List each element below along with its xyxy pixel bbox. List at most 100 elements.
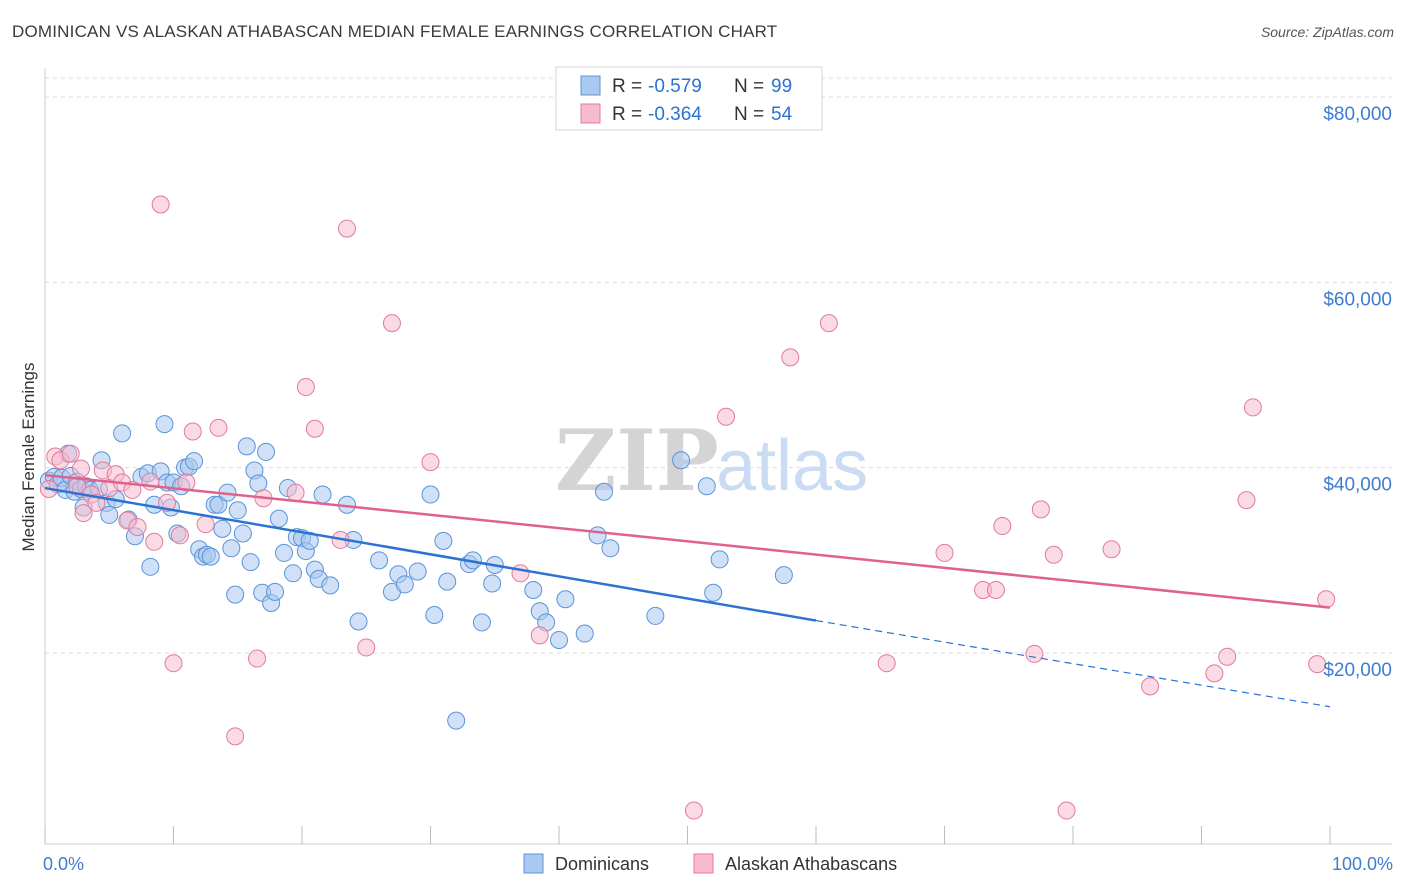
dominicans-point <box>395 575 414 594</box>
dominicans-point <box>774 566 793 585</box>
athabascans-point <box>296 378 315 397</box>
y-tick-label: $20,000 <box>1323 660 1392 681</box>
dominicans-point <box>228 501 247 520</box>
dominicans-point <box>550 631 568 650</box>
athabascans-point <box>382 314 401 333</box>
r-value-1: -0.579 <box>648 76 702 97</box>
dominicans-point <box>697 477 716 496</box>
n-value-2: 54 <box>771 104 793 125</box>
dominicans-point <box>483 574 502 593</box>
dominicans-point <box>370 551 389 570</box>
dominicans-point <box>646 606 665 625</box>
athabascans-point <box>145 532 164 551</box>
watermark-zip: ZIP <box>555 411 719 510</box>
athabascans-point <box>1218 647 1237 666</box>
dominicans-point <box>313 485 332 504</box>
dominicans-point <box>185 452 204 471</box>
y-tick-label: $40,000 <box>1323 475 1392 496</box>
dominicans-point <box>472 613 491 632</box>
r-label-2: R = <box>612 104 642 125</box>
source-label: Source: ZipAtlas.com <box>1260 24 1394 40</box>
dominicans-trend-extension <box>815 619 1331 708</box>
athabascans-point <box>74 504 93 523</box>
athabascans-point <box>1308 655 1327 674</box>
athabascans-point <box>164 654 183 673</box>
athabascans-point <box>781 348 800 367</box>
athabascans-point <box>877 654 896 673</box>
dominicans-point <box>233 524 252 543</box>
athabascans-point <box>151 195 170 214</box>
dominicans-point <box>438 572 457 591</box>
athabascans-point <box>530 626 549 645</box>
athabascans-point <box>986 580 1005 599</box>
athabascans-point <box>305 419 324 438</box>
athabascans-point <box>1044 545 1063 564</box>
athabascans-point <box>1205 664 1224 683</box>
chart-title: DOMINICAN VS ALASKAN ATHABASCAN MEDIAN F… <box>12 22 778 41</box>
correlation-legend: R = -0.579 N = 99 R = -0.364 N = 54 <box>555 66 823 131</box>
y-tick-label: $80,000 <box>1323 104 1392 125</box>
x-tick-label-max: 100.0% <box>1332 854 1393 874</box>
athabascans-point <box>1031 500 1050 519</box>
watermark-atlas: atlas <box>716 426 868 506</box>
dominicans-point <box>524 580 543 599</box>
n-value-1: 99 <box>771 76 792 97</box>
athabascans-point <box>170 526 189 545</box>
athabascans-point <box>128 517 147 536</box>
dominicans-point <box>321 576 340 595</box>
dominicans-point <box>275 543 294 562</box>
series-legend: Dominicans Alaskan Athabascans <box>523 853 897 874</box>
athabascans-point <box>819 314 838 333</box>
athabascans-point <box>1025 644 1044 663</box>
dominicans-points <box>39 415 793 730</box>
dominicans-point <box>201 547 220 566</box>
r-label-1: R = <box>612 76 642 97</box>
dominicans-point <box>588 526 607 545</box>
legend-athabascans-swatch <box>693 853 714 874</box>
r-value-2: -0.364 <box>648 104 702 125</box>
athabascans-point <box>684 801 703 820</box>
dominicans-swatch <box>580 75 601 96</box>
athabascans-point <box>1102 540 1121 559</box>
athabascans-point <box>935 543 954 562</box>
axes <box>44 68 1392 845</box>
athabascans-point <box>226 727 245 746</box>
x-tick-labels: 0.0% 100.0% <box>43 854 1393 874</box>
dominicans-point <box>155 415 174 434</box>
dominicans-point <box>209 495 228 514</box>
athabascans-point <box>1243 398 1262 417</box>
dominicans-point <box>237 437 256 456</box>
athabascans-trend-line <box>44 473 1331 609</box>
dominicans-trend-line <box>44 486 817 622</box>
dominicans-point <box>266 582 285 601</box>
dominicans-point <box>710 550 729 569</box>
athabascans-point <box>196 515 215 534</box>
y-axis-label: Median Female Earnings <box>19 363 38 552</box>
dominicans-point <box>408 562 427 581</box>
dominicans-point <box>213 519 232 538</box>
x-tick-label-min: 0.0% <box>43 854 84 874</box>
y-tick-labels: $20,000 $40,000 $60,000 $80,000 <box>1323 104 1392 681</box>
athabascans-point <box>61 444 80 463</box>
dominicans-point <box>425 606 444 625</box>
dominicans-point <box>222 539 241 558</box>
dominicans-point <box>556 590 575 609</box>
athabascans-point <box>1317 590 1336 609</box>
dominicans-point <box>672 451 691 470</box>
n-label-1: N = <box>734 76 764 97</box>
dominicans-point <box>141 557 160 576</box>
athabascans-point <box>209 418 228 437</box>
athabascans-point <box>993 517 1012 536</box>
dominicans-point <box>349 612 368 631</box>
athabascans-points <box>39 195 1336 820</box>
dominicans-point <box>594 482 613 501</box>
legend-athabascans-label: Alaskan Athabascans <box>725 854 897 874</box>
dominicans-point <box>113 424 132 443</box>
athabascans-point <box>1237 491 1256 510</box>
athabascans-point <box>511 564 530 583</box>
athabascans-point <box>1141 677 1160 696</box>
athabascans-point <box>177 473 196 492</box>
n-label-2: N = <box>734 104 764 125</box>
dominicans-point <box>241 553 260 572</box>
legend-dominicans-swatch <box>523 853 544 874</box>
